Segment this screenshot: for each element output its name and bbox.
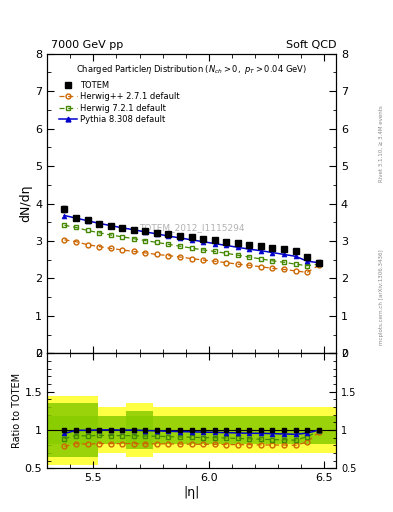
Legend: TOTEM, Herwig++ 2.7.1 default, Herwig 7.2.1 default, Pythia 8.308 default: TOTEM, Herwig++ 2.7.1 default, Herwig 7.… [57, 79, 182, 126]
Text: 7000 GeV pp: 7000 GeV pp [51, 40, 123, 50]
Text: mcplots.cern.ch [arXiv:1306.3436]: mcplots.cern.ch [arXiv:1306.3436] [379, 249, 384, 345]
Text: Soft QCD: Soft QCD [286, 40, 336, 50]
Y-axis label: Ratio to TOTEM: Ratio to TOTEM [12, 373, 22, 449]
Text: Rivet 3.1.10, ≥ 3.4M events: Rivet 3.1.10, ≥ 3.4M events [379, 105, 384, 182]
Text: Charged Particle$\eta$ Distribution $(N_{ch}>0,\ p_T>0.04\ \mathrm{GeV})$: Charged Particle$\eta$ Distribution $(N_… [76, 63, 307, 76]
Y-axis label: dN/dη: dN/dη [19, 185, 32, 222]
Text: TOTEM_2012_I1115294: TOTEM_2012_I1115294 [139, 223, 244, 232]
X-axis label: |η|: |η| [184, 486, 200, 499]
